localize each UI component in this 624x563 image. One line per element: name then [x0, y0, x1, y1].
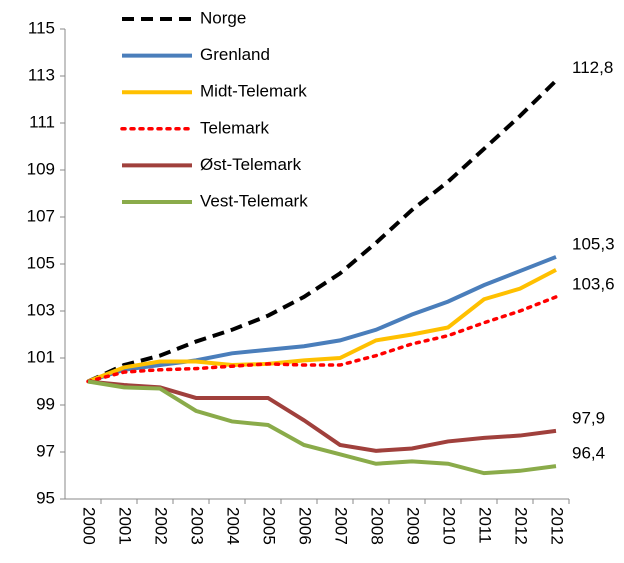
x-tick-label: 2012 — [512, 507, 531, 545]
x-tick-label: 2009 — [404, 507, 423, 545]
line — [87, 79, 558, 384]
line — [87, 379, 557, 453]
data-label: 105,3 — [572, 234, 615, 253]
x-tick-label: 2005 — [260, 507, 279, 545]
x-tick-label: 2004 — [224, 507, 243, 545]
line — [87, 268, 557, 384]
x-tick-label: 2007 — [332, 507, 351, 545]
legend-label: Midt-Telemark — [200, 82, 307, 101]
y-tick-label: 105 — [27, 253, 55, 272]
x-tick-label: 2011 — [476, 507, 495, 544]
x-tick-label: 2006 — [296, 507, 315, 545]
y-tick-label: 95 — [36, 488, 55, 507]
y-tick-label: 97 — [36, 441, 55, 460]
legend-label: Telemark — [200, 118, 269, 137]
data-label: 97,9 — [572, 408, 605, 427]
legend-label: Norge — [200, 8, 246, 27]
x-tick-label: 2008 — [368, 507, 387, 545]
x-tick-label: 2001 — [116, 507, 135, 545]
y-tick-label: 99 — [36, 394, 55, 413]
y-tick-label: 103 — [27, 300, 55, 319]
legend-label: Øst-Telemark — [200, 155, 302, 174]
x-tick-label: 2010 — [440, 507, 459, 545]
line — [87, 255, 557, 384]
x-tick-label: 2002 — [152, 507, 171, 545]
x-tick-label: 2012 — [548, 507, 567, 545]
y-tick-label: 113 — [28, 65, 55, 84]
legend-label: Vest-Telemark — [200, 191, 308, 210]
y-tick-label: 109 — [27, 159, 55, 178]
x-tick-label: 2003 — [188, 507, 207, 545]
line — [86, 295, 558, 384]
y-tick-label: 101 — [27, 347, 55, 366]
y-tick-label: 115 — [28, 18, 55, 37]
data-label: 96,4 — [572, 444, 605, 463]
line — [87, 379, 557, 476]
y-tick-label: 111 — [29, 112, 55, 131]
data-label: 103,6 — [572, 274, 615, 293]
legend-label: Grenland — [200, 45, 270, 64]
x-tick-label: 2000 — [80, 507, 99, 545]
data-label: 112,8 — [572, 58, 613, 77]
y-tick-label: 107 — [27, 206, 55, 225]
